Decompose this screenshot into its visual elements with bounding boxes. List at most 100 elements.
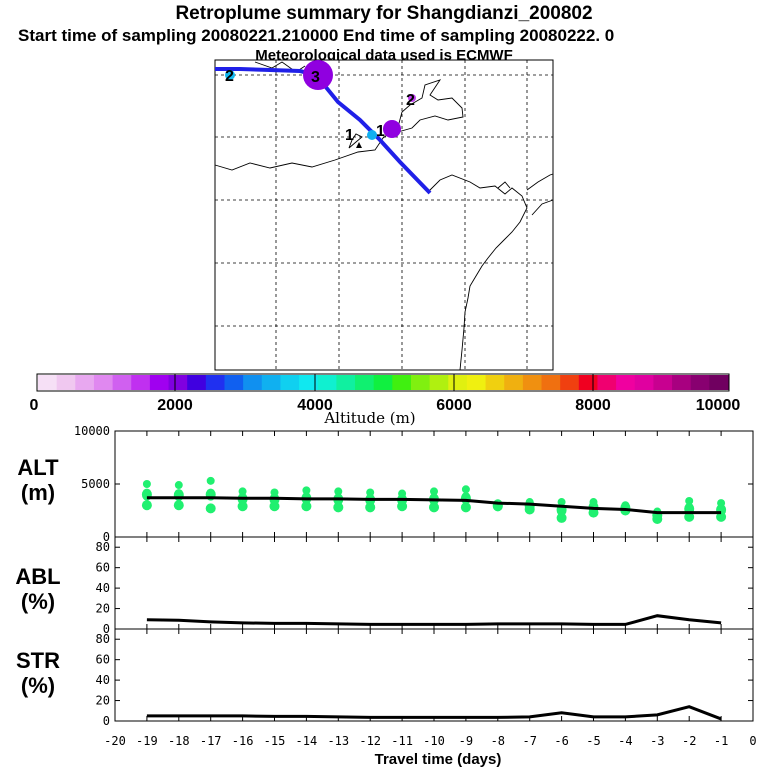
colorbar-swatch (690, 375, 710, 390)
alt-panel: 0 5000 10000 (74, 424, 754, 544)
colorbar-swatch (504, 375, 524, 390)
str-label: STR (16, 648, 60, 673)
abl-label: ABL (15, 564, 60, 589)
y-tick-label: 40 (96, 673, 110, 687)
colorbar-swatch (187, 375, 207, 390)
str-panel: 0 20 40 60 80 (96, 628, 754, 728)
x-tick-label: -1 (714, 734, 728, 748)
cluster-dot-mid (460, 492, 471, 505)
cluster-label-1b: 1 (376, 123, 385, 140)
cluster-dot-high (557, 498, 566, 507)
cluster-label-2b: 2 (406, 92, 415, 109)
x-tick-label: 0 (749, 734, 756, 748)
series-line (146, 496, 722, 515)
x-tick-label: -18 (168, 734, 190, 748)
cluster-dot-high (430, 487, 438, 496)
y-tick-label: 0 (103, 622, 110, 636)
colorbar-swatch (541, 375, 561, 390)
abl-unit: (%) (21, 589, 55, 614)
colorbar-swatch (560, 375, 580, 390)
cluster-dot-high (142, 480, 151, 488)
x-tick-label: -3 (650, 734, 664, 748)
x-tick-label: -7 (522, 734, 536, 748)
y-tick-label: 20 (96, 602, 110, 616)
colorbar-swatch (709, 375, 729, 390)
colorbar-tick: 2000 (157, 397, 193, 414)
cluster-dot-high (461, 485, 470, 494)
y-tick-label: 0 (103, 530, 110, 544)
cluster-dot-low (460, 502, 471, 513)
abl-panel: 0 20 40 60 80 (96, 536, 754, 636)
cluster-dot-high (334, 487, 343, 496)
x-tick-label: -5 (586, 734, 600, 748)
map-panel: 2 3 2 1 1 (214, 59, 554, 371)
x-axis-title: Travel time (days) (375, 751, 502, 768)
colorbar-swatch (373, 375, 393, 390)
colorbar-swatch (466, 375, 487, 390)
str-unit: (%) (21, 673, 55, 698)
panel-frame (114, 628, 754, 722)
x-tick-label: -4 (618, 734, 632, 748)
colorbar-tick: 6000 (436, 397, 472, 414)
y-tick-label: 40 (96, 581, 110, 595)
colorbar-swatch (149, 375, 170, 390)
cluster-label-1a: 1 (345, 127, 354, 144)
colorbar (36, 373, 730, 392)
cluster-dot-low (556, 512, 567, 523)
cluster-dot-high (685, 496, 694, 505)
cluster-marker-1b (367, 130, 377, 140)
colorbar-swatch (448, 375, 468, 390)
colorbar-swatch (261, 375, 281, 390)
colorbar-swatch (131, 375, 151, 390)
cluster-dot-low (684, 511, 695, 522)
colorbar-swatch (597, 375, 617, 390)
cluster-dot-mid (716, 503, 727, 516)
map-frame (214, 59, 554, 371)
cluster-marker-2b (408, 94, 416, 102)
colorbar-swatch (93, 375, 114, 390)
colorbar-swatch (299, 375, 319, 390)
x-axis: -20 -19 -18 -17 -16 -15 -14 -13 -12 -11 -10 -9 -8 -7-… (104, 734, 756, 748)
sampling-times: Start time of sampling 20080221.210000 E… (18, 26, 615, 45)
site-marker-icon (356, 142, 362, 148)
colorbar-tick: 4000 (297, 397, 333, 414)
y-tick-label: 5000 (81, 477, 110, 491)
colorbar-swatch (522, 375, 543, 390)
colorbar-swatch (653, 375, 673, 390)
y-tick-label: 80 (96, 632, 110, 646)
colorbar-swatch (616, 375, 636, 390)
trajectory-line (215, 67, 432, 195)
colorbar-tick: 8000 (575, 397, 611, 414)
x-tick-label: -6 (554, 734, 568, 748)
colorbar-tick: 0 (30, 397, 39, 414)
x-tick-label: -8 (491, 734, 505, 748)
colorbar-swatch (672, 375, 692, 390)
colorbar-swatch (243, 375, 263, 390)
cluster-dot-high (206, 476, 215, 485)
colorbar-swatch (75, 375, 95, 390)
colorbar-swatch (392, 375, 412, 390)
colorbar-swatch (355, 375, 375, 390)
cluster-dot-low (301, 501, 312, 512)
y-tick-label: 0 (103, 714, 110, 728)
cluster-dot-low (173, 500, 184, 511)
cluster-dot-mid (492, 499, 503, 512)
colorbar-tick: 10000 (696, 397, 741, 414)
colorbar-swatch (38, 375, 58, 390)
x-tick-label: -14 (296, 734, 318, 748)
x-tick-label: -11 (391, 734, 413, 748)
cluster-dot-mid (173, 489, 184, 502)
series-line (146, 614, 722, 626)
x-tick-label: -13 (327, 734, 349, 748)
colorbar-swatch (317, 375, 337, 390)
x-tick-label: -9 (459, 734, 473, 748)
cluster-label-2: 2 (225, 68, 234, 85)
x-tick-label: -16 (232, 734, 254, 748)
colorbar-swatch (429, 375, 449, 390)
x-tick-label: -15 (264, 734, 286, 748)
cluster-dot-low (141, 500, 152, 511)
colorbar-swatch (280, 375, 300, 390)
cluster-dot-low (205, 503, 216, 514)
x-tick-label: -17 (200, 734, 222, 748)
cluster-dot-low (333, 502, 344, 513)
